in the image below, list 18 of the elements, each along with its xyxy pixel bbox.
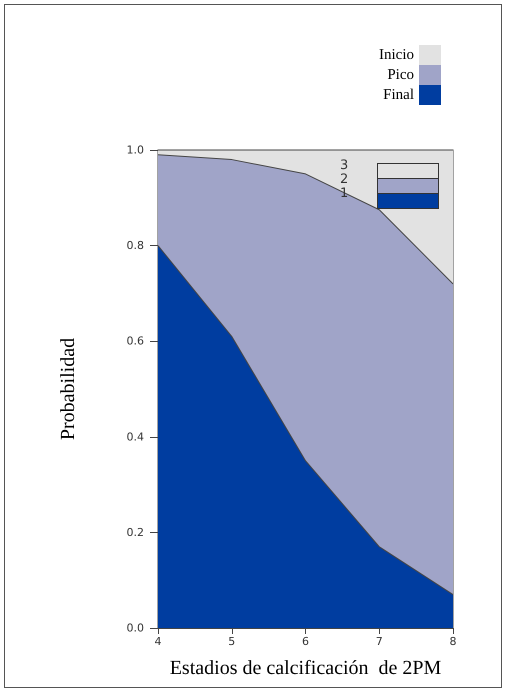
legend-label: Final [383,87,414,103]
y-tick-label: 0.2 [126,526,144,539]
x-tick-label: 7 [376,635,383,648]
x-axis-title: Estadios de calcificación de 2PM [170,657,442,679]
annotation: 2 [340,172,348,187]
legend-label: Pico [387,67,414,83]
annotation: 3 [340,158,348,173]
y-tick-label: 0.0 [126,622,144,634]
x-tick-label: 4 [154,635,162,648]
legend-label: Inicio [379,47,414,63]
x-tick-label: 8 [450,635,456,648]
y-axis-title: Probabilidad [57,338,79,440]
y-tick-label: 0.6 [126,334,144,348]
y-tick-label: 0.8 [126,239,144,252]
y-tick-label: 1.0 [126,144,144,156]
x-tick-label: 6 [302,635,309,648]
y-tick-label: 0.4 [126,430,144,444]
x-tick-label: 5 [228,635,236,648]
